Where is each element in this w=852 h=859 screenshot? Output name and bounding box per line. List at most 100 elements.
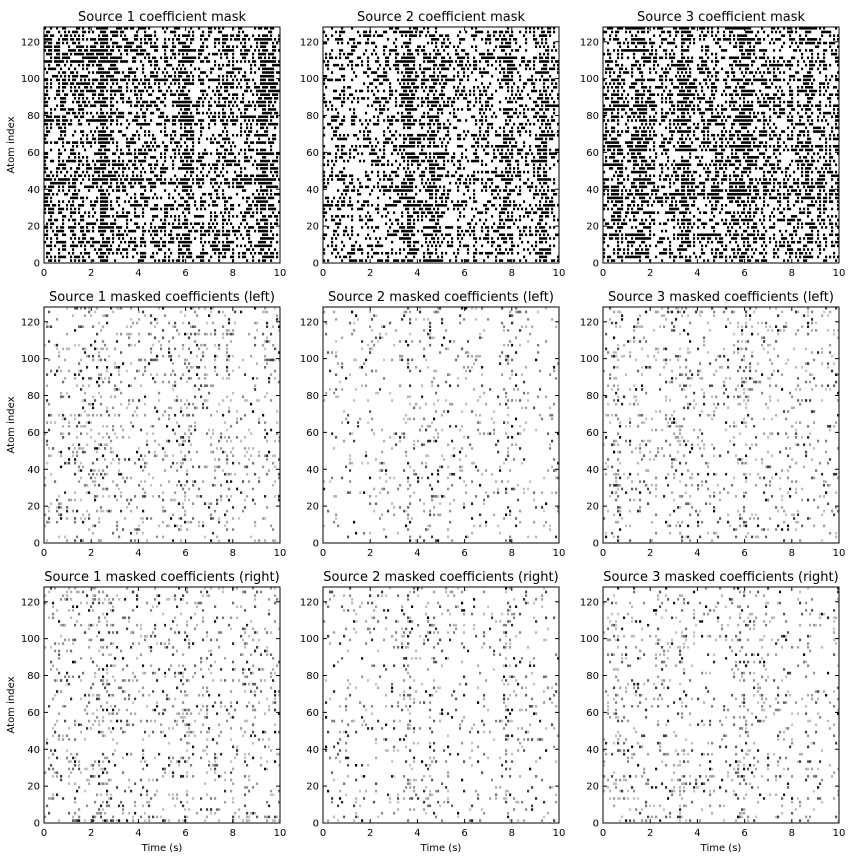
heatmap-cell <box>337 200 340 203</box>
heatmap-cell <box>433 178 436 181</box>
heatmap-cell <box>236 185 239 189</box>
heatmap-cell <box>74 34 77 37</box>
heatmap-cell <box>70 122 73 126</box>
heatmap-cell <box>405 196 408 200</box>
heatmap-cell <box>417 200 420 203</box>
heatmap-cell <box>339 67 342 71</box>
heatmap-cell <box>72 108 75 111</box>
heatmap-cell <box>441 215 444 218</box>
heatmap-cell <box>84 244 87 248</box>
heatmap-cell <box>96 100 99 104</box>
heatmap-cell <box>224 115 227 119</box>
heatmap-cell <box>429 159 432 163</box>
heatmap-cell <box>136 100 139 104</box>
heatmap-cell <box>92 222 95 226</box>
heatmap-cell <box>56 63 59 67</box>
heatmap-cell <box>154 204 157 207</box>
heatmap-cell <box>214 78 217 82</box>
heatmap-cell <box>156 108 159 111</box>
heatmap-cell <box>433 100 436 104</box>
heatmap-cell <box>371 152 374 155</box>
heatmap-cell <box>224 111 227 115</box>
heatmap-cell <box>56 192 59 196</box>
heatmap-cell <box>80 215 83 218</box>
heatmap-cell <box>431 100 434 104</box>
heatmap-cell <box>228 60 231 63</box>
heatmap-cell <box>98 226 101 229</box>
heatmap-cell <box>96 52 99 56</box>
heatmap-cell <box>86 133 89 137</box>
heatmap-cell <box>62 226 65 229</box>
heatmap-cell <box>258 181 261 185</box>
heatmap-cell <box>218 49 221 52</box>
heatmap-cell <box>274 89 277 93</box>
heatmap-cell <box>256 211 259 214</box>
heatmap-cell <box>180 137 183 141</box>
heatmap-cell <box>377 89 380 93</box>
heatmap-cell <box>202 45 205 49</box>
heatmap-cell <box>222 156 225 159</box>
heatmap-cell <box>443 167 446 170</box>
heatmap-cell <box>270 89 273 93</box>
heatmap-cell <box>413 60 416 63</box>
heatmap-cell <box>108 45 111 49</box>
heatmap-cell <box>192 167 195 170</box>
heatmap-cell <box>190 38 193 41</box>
heatmap-cell <box>266 192 269 196</box>
heatmap-cell <box>142 27 145 30</box>
heatmap-cell <box>254 27 257 30</box>
heatmap-cell <box>164 130 167 133</box>
heatmap-cell <box>405 34 408 37</box>
heatmap-cell <box>208 27 211 30</box>
heatmap-cell <box>196 104 199 108</box>
heatmap-cell <box>172 163 175 167</box>
heatmap-cell <box>407 259 410 262</box>
heatmap-cell <box>120 130 123 133</box>
heatmap-cell <box>94 89 97 93</box>
heatmap-cell <box>204 152 207 155</box>
heatmap-cell <box>102 189 105 192</box>
heatmap-cell <box>323 178 326 181</box>
heatmap-cell <box>234 170 237 174</box>
heatmap-cell <box>226 52 229 56</box>
heatmap-cell <box>152 229 155 233</box>
heatmap-cell <box>204 229 207 233</box>
heatmap-cell <box>160 207 163 211</box>
heatmap-cell <box>429 189 432 192</box>
heatmap-cell <box>88 27 91 30</box>
heatmap-cell <box>120 93 123 96</box>
heatmap-cell <box>78 86 81 89</box>
heatmap-cell <box>389 27 392 30</box>
heatmap-cell <box>351 78 354 82</box>
heatmap-cell <box>224 41 227 45</box>
heatmap-cell <box>80 141 83 144</box>
heatmap-cell <box>178 251 181 255</box>
heatmap-cell <box>130 27 133 30</box>
heatmap-cell <box>154 78 157 82</box>
heatmap-cell <box>423 60 426 63</box>
heatmap-cell <box>252 174 255 178</box>
heatmap-cell <box>188 108 191 111</box>
heatmap-cell <box>178 181 181 185</box>
heatmap-cell <box>212 185 215 189</box>
heatmap-cell <box>100 167 103 170</box>
heatmap-cell <box>124 78 127 82</box>
heatmap-cell <box>214 178 217 181</box>
heatmap-cell <box>270 215 273 218</box>
heatmap-cell <box>260 115 263 119</box>
heatmap-cell <box>218 93 221 96</box>
heatmap-cell <box>52 207 55 211</box>
heatmap-cell <box>256 100 259 104</box>
heatmap-cell <box>232 152 235 155</box>
heatmap-cell <box>260 240 263 244</box>
heatmap-cell <box>66 170 69 174</box>
heatmap-cell <box>256 89 259 93</box>
heatmap-cell <box>186 74 189 78</box>
heatmap-cell <box>437 145 440 148</box>
heatmap-cell <box>204 89 207 93</box>
heatmap-cell <box>268 152 271 155</box>
heatmap-cell <box>44 67 47 71</box>
heatmap-cell <box>134 248 137 251</box>
heatmap-cell <box>148 56 151 60</box>
heatmap-cell <box>435 145 438 148</box>
